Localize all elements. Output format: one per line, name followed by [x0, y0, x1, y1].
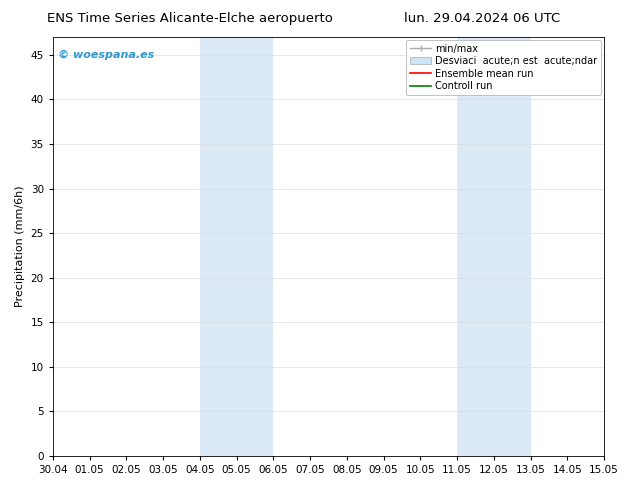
Text: lun. 29.04.2024 06 UTC: lun. 29.04.2024 06 UTC: [404, 12, 560, 25]
Text: © woespana.es: © woespana.es: [58, 49, 155, 60]
Y-axis label: Precipitation (mm/6h): Precipitation (mm/6h): [15, 186, 25, 307]
Legend: min/max, Desviaci  acute;n est  acute;ndar, Ensemble mean run, Controll run: min/max, Desviaci acute;n est acute;ndar…: [406, 40, 601, 95]
Text: ENS Time Series Alicante-Elche aeropuerto: ENS Time Series Alicante-Elche aeropuert…: [48, 12, 333, 25]
Bar: [457, 37, 531, 456]
Bar: [200, 37, 273, 456]
